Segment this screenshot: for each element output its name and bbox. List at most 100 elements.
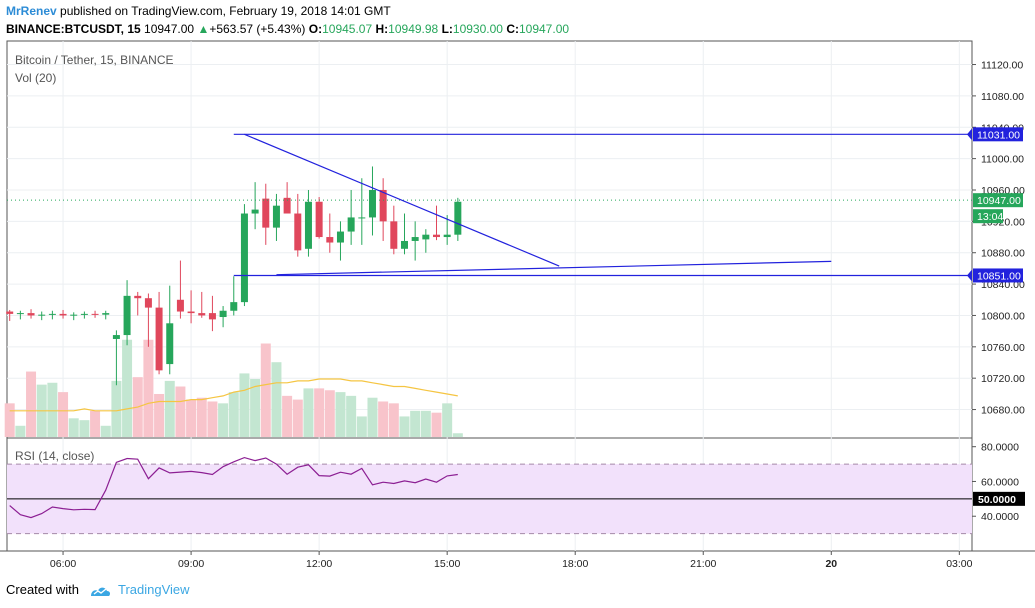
open-label: O: <box>308 22 323 36</box>
publish-line: MrRenev published on TradingView.com, Fe… <box>6 4 391 18</box>
volume-bar <box>175 386 186 437</box>
time-tick-label: 03:00 <box>946 558 972 570</box>
candle-body <box>336 231 344 243</box>
tradingview-link[interactable]: TradingView <box>118 582 190 597</box>
volume-bar <box>250 379 261 437</box>
candle-body <box>70 314 78 316</box>
candle-body <box>38 314 46 316</box>
symbol-title: Bitcoin / Tether, 15, BINANCE <box>15 53 174 67</box>
rsi-level-badge <box>973 491 1025 506</box>
volume-legend: Vol (20) <box>15 71 57 85</box>
price-labels: 11031.00 10947.00 13:04 10851.00 <box>967 127 1023 283</box>
volume-bar <box>410 410 421 437</box>
trendline-1 <box>276 260 832 276</box>
price-label-arrow <box>967 269 972 282</box>
trendline-0 <box>244 133 560 267</box>
volume-bar <box>100 425 111 437</box>
rsi-tick-label: 60.0000 <box>981 476 1019 488</box>
price-tick-label: 10720.00 <box>981 373 1025 385</box>
volume-bar <box>47 382 58 437</box>
volume-bar <box>26 371 37 437</box>
volume-bar <box>399 416 410 437</box>
time-tick-label: 20 <box>825 558 837 570</box>
created-with-text: Created with <box>6 582 79 597</box>
rsi-path <box>9 456 458 519</box>
price-label-countdown: 13:04 <box>977 211 1003 223</box>
price-tick-label: 10680.00 <box>981 405 1025 417</box>
price-tick-label: 10880.00 <box>981 248 1025 260</box>
footer: Created with TradingView <box>6 582 190 602</box>
price-tick-label: 11000.00 <box>981 154 1024 166</box>
candle-body <box>27 313 35 316</box>
up-arrow-icon: ▲ <box>197 22 210 36</box>
price-tick-label: 11120.00 <box>981 60 1023 72</box>
volume-bar <box>335 392 346 437</box>
volume-bar <box>79 420 90 437</box>
author-name[interactable]: MrRenev <box>6 4 57 18</box>
candle-body <box>240 213 248 303</box>
price-tick-label: 11080.00 <box>981 91 1024 103</box>
price-axis[interactable]: 10680.0010720.0010760.0010800.0010840.00… <box>972 60 1025 417</box>
rsi-line <box>9 456 458 519</box>
time-axis[interactable]: 06:00 09:00 12:00 15:00 18:00 21:00 20 03:00 <box>50 551 973 570</box>
volume-bar <box>314 388 325 437</box>
volume-bars <box>4 339 463 437</box>
last-price: 10947.00 <box>144 22 195 36</box>
candle-body <box>176 299 184 312</box>
candle-body <box>230 302 238 311</box>
candle-body <box>433 234 440 238</box>
volume-bar <box>388 403 399 437</box>
rsi-legend: RSI (14, close) <box>15 449 95 463</box>
time-tick-label: 21:00 <box>690 558 716 570</box>
candle-body <box>16 313 24 315</box>
time-tick-label: 09:00 <box>178 558 204 570</box>
volume-ma-line <box>9 378 458 412</box>
candle-body <box>144 298 152 308</box>
publish-info: published on TradingView.com, February 1… <box>60 4 391 18</box>
volume-bar <box>431 412 442 437</box>
rsi-axis[interactable]: 40.0000 60.0000 80.0000 50.0000 <box>972 442 1025 524</box>
price-tick-label: 10800.00 <box>981 310 1025 322</box>
symbol-label: BINANCE:BTCUSDT, 15 <box>6 22 141 36</box>
candle-body <box>102 313 110 315</box>
volume-bar <box>367 397 378 437</box>
price-label-line: 11031.00 <box>977 129 1020 141</box>
candle-body <box>59 313 67 316</box>
candlesticks <box>6 166 462 386</box>
volume-bar <box>271 362 282 437</box>
close-value: 10947.00 <box>518 22 570 36</box>
candle-body <box>411 237 419 241</box>
time-tick-label: 18:00 <box>562 558 588 570</box>
candle-body <box>48 313 56 315</box>
price-label-last: 10947.00 <box>977 195 1021 207</box>
candle-body <box>187 311 195 314</box>
price-label-bg <box>973 268 1023 283</box>
volume-bar <box>292 399 303 437</box>
rsi-level-label: 50.0000 <box>978 494 1016 506</box>
drawings[interactable] <box>7 133 972 277</box>
rsi-tick-label: 40.0000 <box>981 511 1019 523</box>
rsi-tick-label: 80.0000 <box>981 442 1019 454</box>
candle-body <box>134 295 142 299</box>
tradingview-logo-icon[interactable] <box>89 584 111 598</box>
volume-bar <box>143 339 154 437</box>
candle-body <box>272 205 280 228</box>
candle-body <box>283 197 291 214</box>
price-label-bg <box>973 209 1003 224</box>
candle-body <box>91 313 99 315</box>
candle-body <box>368 189 376 218</box>
candle-body <box>379 189 387 222</box>
volume-bar <box>58 392 69 437</box>
candle-body <box>326 237 334 243</box>
volume-bar <box>4 403 15 437</box>
volume-bar <box>260 343 271 437</box>
volume-bar <box>154 393 165 437</box>
candle-body <box>390 221 398 249</box>
volume-bar <box>122 339 133 437</box>
price-label-bg <box>973 193 1023 208</box>
volume-bar <box>303 388 314 437</box>
volume-bar <box>420 410 431 437</box>
volume-ma-path <box>9 378 458 412</box>
price-change: +563.57 (+5.43%) <box>209 22 306 36</box>
